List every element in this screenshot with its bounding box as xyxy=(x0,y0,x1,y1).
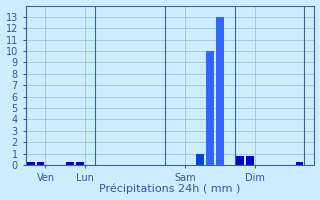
X-axis label: Précipitations 24h ( mm ): Précipitations 24h ( mm ) xyxy=(99,184,241,194)
Bar xyxy=(216,17,224,165)
Bar xyxy=(206,51,214,165)
Bar xyxy=(67,162,74,165)
Bar xyxy=(27,162,35,165)
Bar xyxy=(196,154,204,165)
Bar xyxy=(236,156,244,165)
Bar xyxy=(76,162,84,165)
Bar xyxy=(36,162,44,165)
Bar xyxy=(295,162,303,165)
Bar xyxy=(246,156,254,165)
